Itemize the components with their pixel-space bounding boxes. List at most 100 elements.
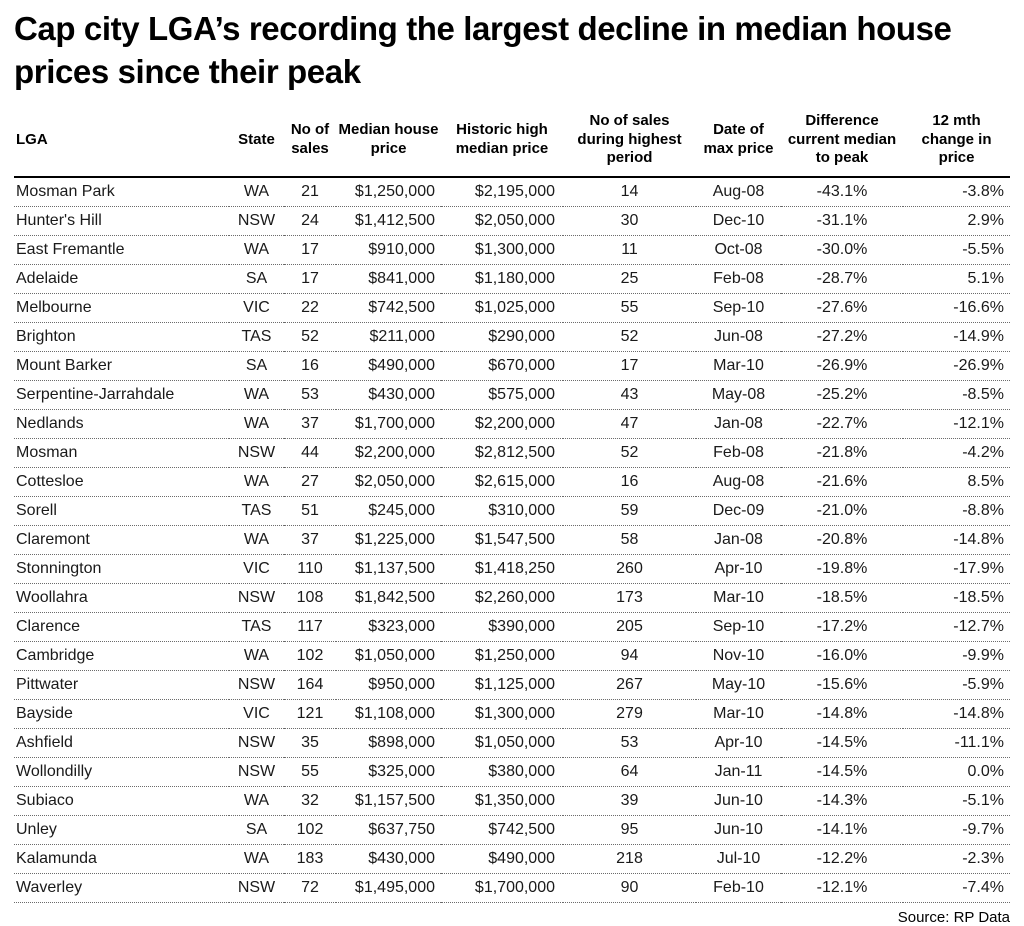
table-cell: -14.1% (781, 815, 903, 846)
table-cell: 32 (284, 786, 336, 817)
table-cell: -28.7% (781, 264, 903, 295)
table-cell: 53 (563, 728, 696, 759)
column-header: No of sales (284, 105, 336, 179)
table-cell: Jan-08 (696, 525, 781, 556)
table-cell: 2.9% (903, 206, 1010, 237)
table-cell: $1,418,250 (441, 554, 563, 585)
table-cell: -16.0% (781, 641, 903, 672)
table-cell: 279 (563, 699, 696, 730)
table-cell: -15.6% (781, 670, 903, 701)
table-cell: NSW (229, 583, 284, 614)
table-cell: -5.9% (903, 670, 1010, 701)
table-cell: Mar-10 (696, 351, 781, 382)
table-cell: Cottesloe (14, 467, 229, 498)
table-cell: 17 (284, 235, 336, 266)
table-row: East Fremantle WA 17 $910,000 $1,300,000 11 Oc… (14, 235, 1010, 266)
table-cell: -16.6% (903, 293, 1010, 324)
table-cell: 39 (563, 786, 696, 817)
table-cell: 260 (563, 554, 696, 585)
table-cell: -12.2% (781, 844, 903, 875)
table-cell: Jun-10 (696, 815, 781, 846)
table-cell: 205 (563, 612, 696, 643)
table-cell: -12.1% (781, 873, 903, 904)
table-cell: $211,000 (336, 322, 441, 353)
table-row: Mosman NSW 44 $2,200,000 $2,812,500 52 Feb-08-… (14, 438, 1010, 469)
table-cell: 164 (284, 670, 336, 701)
table-cell: SA (229, 351, 284, 382)
table-cell: -21.6% (781, 467, 903, 498)
column-header: Date of max price (696, 105, 781, 179)
table-cell: Clarence (14, 612, 229, 643)
table-cell: $898,000 (336, 728, 441, 759)
table-row: Mosman Park WA 21 $1,250,000 $2,195,000 14 Aug… (14, 177, 1010, 208)
table-cell: -2.3% (903, 844, 1010, 875)
table-cell: -12.1% (903, 409, 1010, 440)
table-cell: $2,812,500 (441, 438, 563, 469)
table-cell: Jun-08 (696, 322, 781, 353)
table-cell: 35 (284, 728, 336, 759)
table-cell: NSW (229, 757, 284, 788)
table-cell: 53 (284, 380, 336, 411)
table-cell: TAS (229, 496, 284, 527)
table-cell: Nedlands (14, 409, 229, 440)
table-cell: $1,300,000 (441, 699, 563, 730)
column-header: 12 mth change in price (903, 105, 1010, 179)
table-cell: Wollondilly (14, 757, 229, 788)
table-cell: -14.8% (781, 699, 903, 730)
column-header: State (229, 105, 284, 179)
table-cell: -22.7% (781, 409, 903, 440)
table-cell: Pittwater (14, 670, 229, 701)
table-row: Subiaco WA 32 $1,157,500 $1,350,000 39 Jun-10-… (14, 786, 1010, 817)
table-cell: 267 (563, 670, 696, 701)
table-cell: $1,225,000 (336, 525, 441, 556)
table-cell: -31.1% (781, 206, 903, 237)
table-cell: Sorell (14, 496, 229, 527)
table-cell: 0.0% (903, 757, 1010, 788)
table-cell: NSW (229, 206, 284, 237)
table-row: Hunter's Hill NSW 24 $1,412,500 $2,050,000 30… (14, 206, 1010, 237)
table-cell: $742,500 (441, 815, 563, 846)
table-cell: -8.5% (903, 380, 1010, 411)
table-row: Unley SA 102 $637,750 $742,500 95 Jun-10 -14.1%… (14, 815, 1010, 846)
table-row: Sorell TAS 51 $245,000 $310,000 59 Dec-09 -21.0… (14, 496, 1010, 527)
table-cell: 102 (284, 815, 336, 846)
table-cell: 30 (563, 206, 696, 237)
source-attribution: Source: RP Data (897, 909, 1010, 926)
column-header: Median house price (336, 105, 441, 179)
table-cell: $1,250,000 (441, 641, 563, 672)
table-cell: $1,157,500 (336, 786, 441, 817)
column-header: No of sales during highest period (563, 105, 696, 179)
table-cell: 108 (284, 583, 336, 614)
table-cell: WA (229, 641, 284, 672)
table-cell: May-08 (696, 380, 781, 411)
table-cell: Sep-10 (696, 293, 781, 324)
table-cell: -43.1% (781, 177, 903, 208)
table-cell: $1,025,000 (441, 293, 563, 324)
table-cell: -5.1% (903, 786, 1010, 817)
table-cell: $1,125,000 (441, 670, 563, 701)
column-header: Difference current median to peak (781, 105, 903, 179)
table-cell: 121 (284, 699, 336, 730)
table-cell: Jan-08 (696, 409, 781, 440)
table-row: Cambridge WA 102 $1,050,000 $1,250,000 94 Nov-… (14, 641, 1010, 672)
table-cell: $1,180,000 (441, 264, 563, 295)
table-cell: NSW (229, 438, 284, 469)
table-cell: $1,108,000 (336, 699, 441, 730)
table-cell: $325,000 (336, 757, 441, 788)
table-cell: $430,000 (336, 844, 441, 875)
table-row: Serpentine-Jarrahdale WA 53 $430,000 $575,00… (14, 380, 1010, 411)
table-cell: $910,000 (336, 235, 441, 266)
table-cell: -26.9% (781, 351, 903, 382)
table-cell: $1,300,000 (441, 235, 563, 266)
table-cell: 58 (563, 525, 696, 556)
table-cell: -17.9% (903, 554, 1010, 585)
table-cell: $290,000 (441, 322, 563, 353)
table-cell: Feb-10 (696, 873, 781, 904)
table-cell: WA (229, 844, 284, 875)
table-cell: 218 (563, 844, 696, 875)
table-cell: NSW (229, 873, 284, 904)
table-cell: 95 (563, 815, 696, 846)
table-cell: $950,000 (336, 670, 441, 701)
table-cell: Brighton (14, 322, 229, 353)
table-row: Kalamunda WA 183 $430,000 $490,000 218 Jul-10-… (14, 844, 1010, 875)
